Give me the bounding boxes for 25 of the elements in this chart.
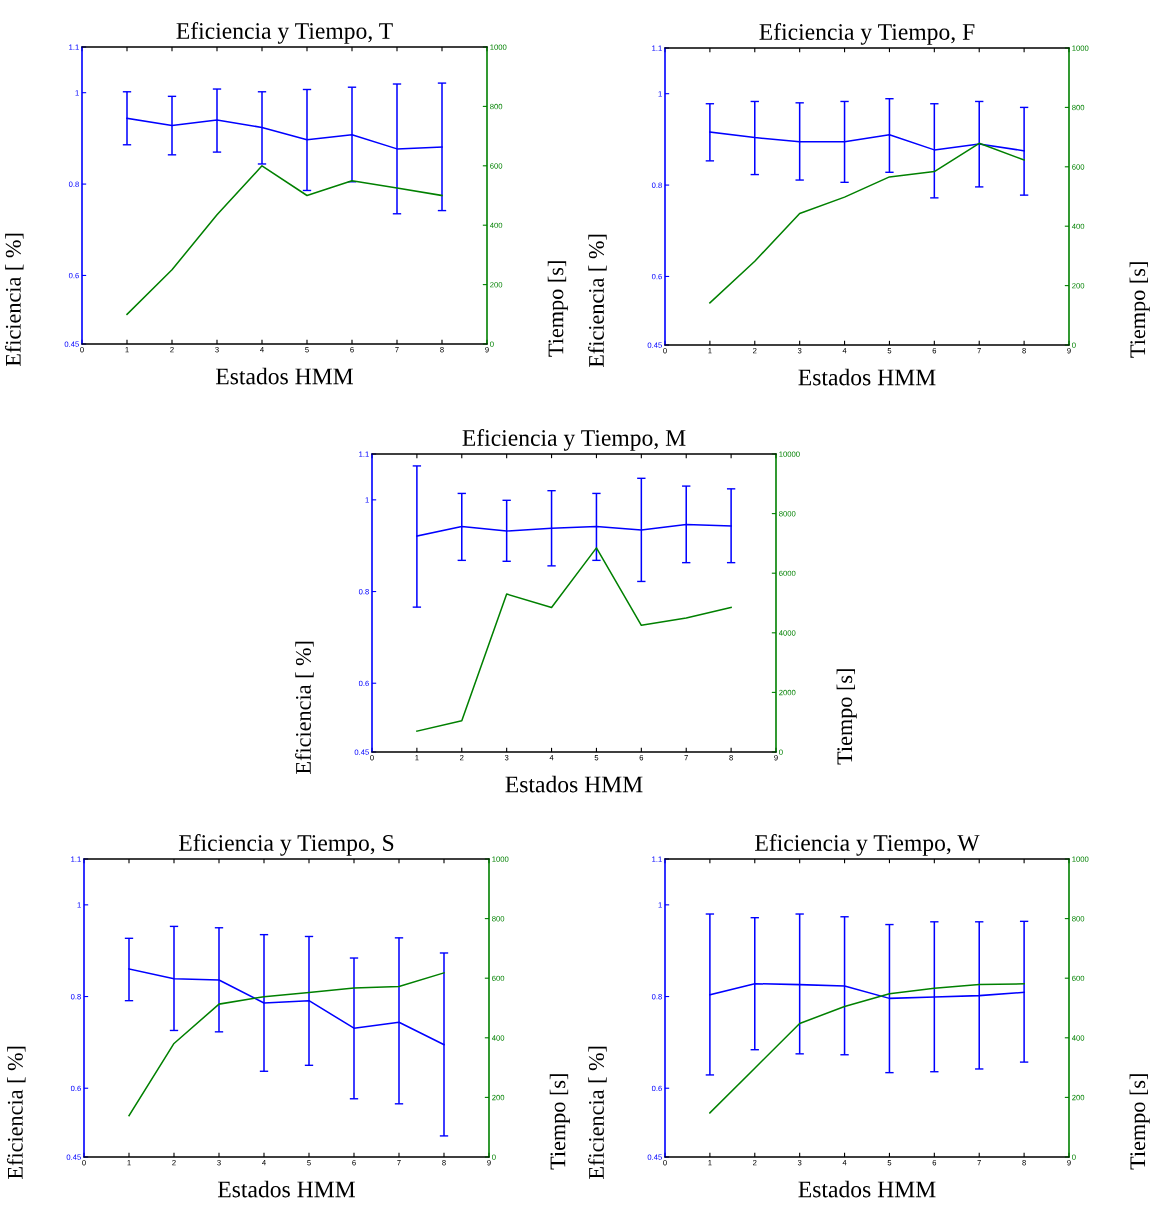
y-axis-title: Eficiencia [ %] <box>6 1046 26 1179</box>
x-axis-title: Estados HMM <box>215 367 353 385</box>
y2-axis-title: Tiempo [s] <box>1129 262 1150 358</box>
chart-title: Eficiencia y Tiempo, F <box>759 23 975 45</box>
chart-title: Eficiencia y Tiempo, W <box>755 834 980 856</box>
line-series <box>416 547 732 732</box>
line-series <box>126 165 443 316</box>
x-axis-title: Estados HMM <box>798 1180 936 1198</box>
y-axis-title: Eficiencia [ %] <box>588 1046 607 1179</box>
line-series <box>709 983 1025 1114</box>
y2-axis-title: Tiempo [s] <box>1129 1074 1150 1170</box>
chart-title: Eficiencia y Tiempo, T <box>176 22 393 44</box>
chart-title: Eficiencia y Tiempo, M <box>462 429 686 451</box>
x-axis-title: Estados HMM <box>217 1180 355 1198</box>
y2-axis-title: Tiempo [s] <box>836 669 857 765</box>
x-axis-title: Estados HMM <box>798 368 936 386</box>
line-series <box>709 142 1025 304</box>
y2-axis-title: Tiempo [s] <box>549 1074 570 1170</box>
y-axis-title: Eficiencia [ %] <box>4 233 24 367</box>
y-axis-title: Eficiencia [ %] <box>295 641 314 774</box>
chart-title: Eficiencia y Tiempo, S <box>178 834 394 856</box>
y-axis-title: Eficiencia [ %] <box>588 234 607 368</box>
line-series <box>128 972 445 1117</box>
y2-axis-title: Tiempo [s] <box>547 261 568 357</box>
x-axis-title: Estados HMM <box>505 775 643 793</box>
